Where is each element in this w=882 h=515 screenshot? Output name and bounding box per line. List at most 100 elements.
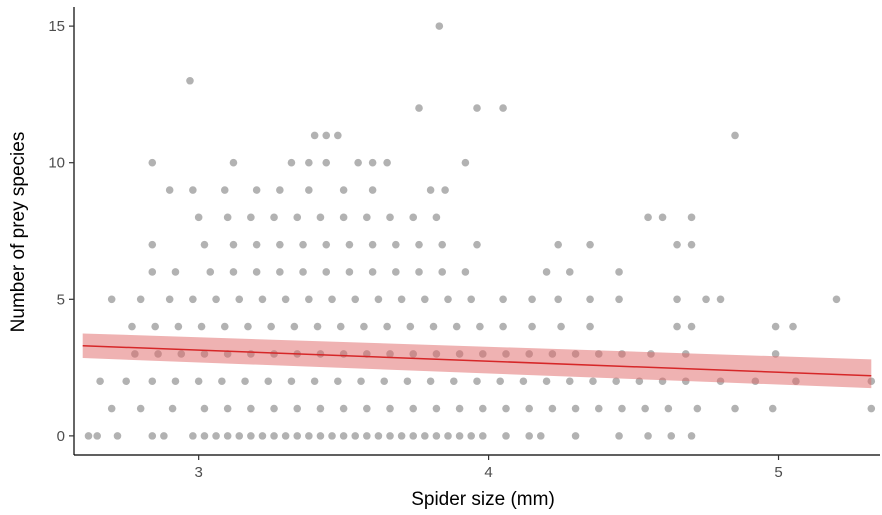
data-point <box>473 240 481 249</box>
data-point <box>194 213 203 222</box>
data-point <box>287 377 296 386</box>
data-point <box>635 377 644 386</box>
regression-fit <box>82 333 872 389</box>
data-point <box>768 404 777 413</box>
data-point <box>687 240 696 249</box>
x-tick-label: 3 <box>194 464 202 481</box>
x-axis-title: Spider size (mm) <box>411 489 555 510</box>
data-point <box>421 432 429 440</box>
data-point <box>235 432 244 440</box>
axes <box>73 7 880 456</box>
data-point <box>316 404 325 413</box>
data-point <box>322 158 331 167</box>
data-point <box>212 432 220 440</box>
data-point <box>519 377 528 386</box>
data-point <box>345 240 354 249</box>
data-point <box>322 131 331 140</box>
data-point <box>542 377 551 386</box>
data-point <box>252 240 261 249</box>
data-point <box>528 295 536 304</box>
data-point <box>368 268 377 276</box>
data-point <box>432 213 441 222</box>
data-point <box>586 322 594 331</box>
data-point <box>220 186 229 194</box>
data-point <box>409 404 418 413</box>
data-point <box>93 432 101 440</box>
data-point <box>241 377 249 386</box>
data-point <box>107 404 116 413</box>
data-point <box>502 432 510 440</box>
data-point <box>673 295 681 304</box>
data-point <box>867 404 876 413</box>
data-point <box>368 158 377 167</box>
data-point <box>354 158 362 167</box>
data-point <box>160 432 168 440</box>
data-point <box>363 404 371 413</box>
data-point <box>658 213 667 222</box>
data-point <box>305 432 313 440</box>
data-point <box>200 240 209 249</box>
data-point <box>432 432 441 440</box>
data-point <box>264 377 273 386</box>
data-point <box>363 432 371 440</box>
data-point <box>455 432 464 440</box>
data-point <box>528 322 536 331</box>
data-point <box>525 404 533 413</box>
data-point <box>363 213 371 222</box>
data-point <box>426 377 435 386</box>
data-point <box>374 432 383 440</box>
data-point <box>731 131 739 140</box>
data-point <box>397 432 406 440</box>
data-point <box>128 322 136 331</box>
data-point <box>229 240 238 249</box>
data-point <box>392 240 400 249</box>
data-point <box>165 186 174 194</box>
data-point <box>397 295 406 304</box>
data-point <box>247 432 255 440</box>
data-point <box>293 404 302 413</box>
data-point <box>615 432 623 440</box>
data-point <box>644 213 652 222</box>
data-point <box>673 240 681 249</box>
data-point <box>687 322 696 331</box>
data-point <box>281 295 290 304</box>
data-point <box>832 295 841 304</box>
data-point <box>165 295 174 304</box>
data-point <box>478 404 487 413</box>
data-point <box>328 432 336 440</box>
data-point <box>360 322 368 331</box>
data-point <box>548 404 557 413</box>
data-point <box>336 322 345 331</box>
y-tick-label: 10 <box>48 155 65 172</box>
data-point <box>421 295 429 304</box>
data-point <box>229 268 238 276</box>
data-point <box>496 377 504 386</box>
data-point <box>771 322 780 331</box>
data-point <box>334 131 342 140</box>
data-point <box>461 268 470 276</box>
data-point <box>455 404 464 413</box>
data-point <box>586 295 594 304</box>
data-point <box>383 158 391 167</box>
data-point <box>426 186 435 194</box>
data-point <box>113 432 122 440</box>
data-point <box>174 322 183 331</box>
data-point <box>276 268 284 276</box>
data-point <box>586 240 594 249</box>
data-point <box>339 213 348 222</box>
x-tick-label: 5 <box>774 464 782 481</box>
data-point <box>247 213 255 222</box>
data-point <box>478 432 487 440</box>
data-point <box>499 295 507 304</box>
data-point <box>444 432 452 440</box>
data-point <box>693 404 702 413</box>
data-point <box>571 432 580 440</box>
data-point <box>136 295 145 304</box>
data-point <box>771 350 780 358</box>
data-point <box>499 104 507 112</box>
data-point <box>148 240 157 249</box>
data-point <box>594 404 603 413</box>
y-tick-label: 15 <box>48 18 65 35</box>
data-point <box>345 268 354 276</box>
